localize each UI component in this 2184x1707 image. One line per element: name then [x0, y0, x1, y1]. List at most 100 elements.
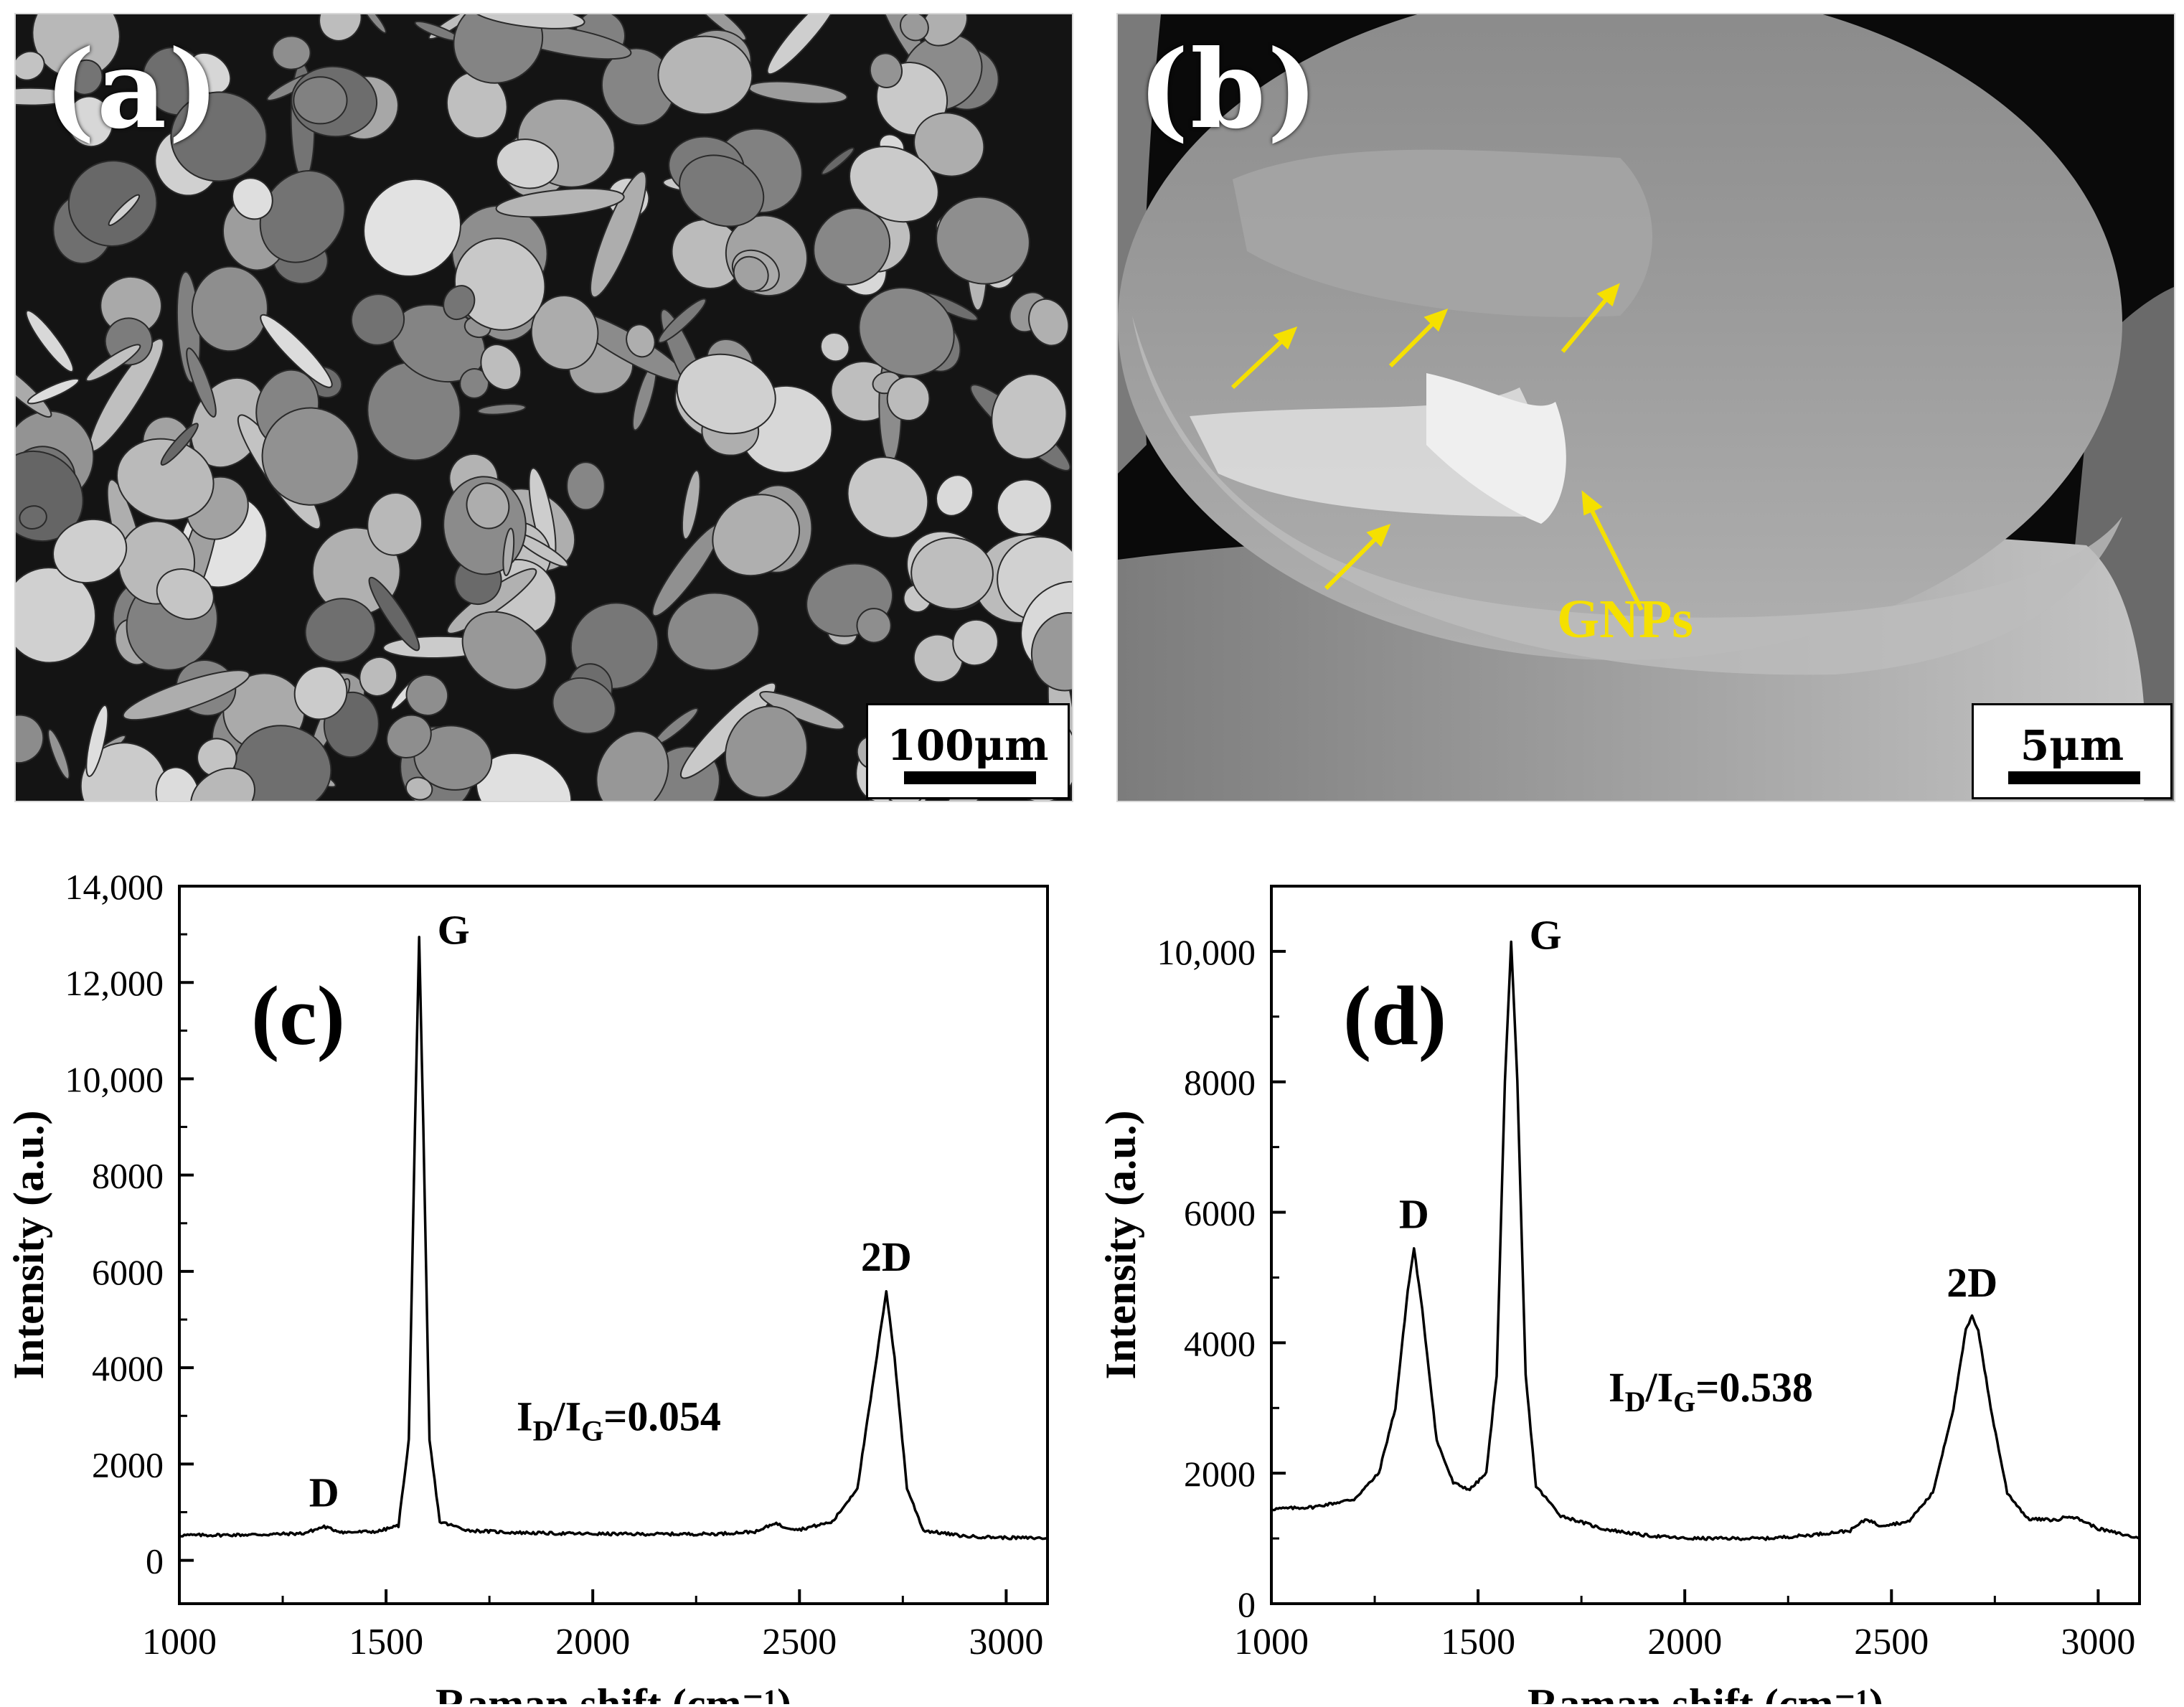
flake: [350, 293, 405, 346]
flake: [187, 52, 232, 95]
flake: [363, 178, 461, 277]
flake: [108, 194, 141, 227]
gnp-region-upper: [1233, 149, 1652, 317]
flake: [293, 76, 348, 125]
x-tick-label: 3000: [969, 1622, 1043, 1663]
flake: [160, 423, 199, 466]
flake: [724, 705, 808, 799]
flake: [681, 469, 701, 540]
peak-label-g: G: [1530, 911, 1562, 958]
flake: [67, 160, 158, 247]
panel-label-b: (b): [1138, 27, 1319, 153]
flake: [502, 527, 515, 577]
scale-line-a: [904, 771, 1036, 784]
flake: [679, 154, 765, 227]
scale-label-b: 5μm: [2020, 721, 2124, 770]
flake: [667, 592, 760, 671]
flake: [122, 669, 250, 721]
gnp-highlight: [1426, 373, 1566, 524]
disc-edge: [1132, 316, 2122, 675]
y-tick-label: 14,000: [65, 867, 164, 907]
x-tick-label: 3000: [2061, 1622, 2135, 1663]
scale-bar-a: 100μm: [866, 703, 1070, 799]
flake: [496, 138, 559, 189]
x-tick-label: 2500: [1854, 1622, 1929, 1663]
flake: [16, 567, 97, 664]
sem-image-b: (b) GNPs 5μm: [1116, 13, 2175, 802]
flake: [712, 494, 801, 577]
flake: [319, 14, 362, 42]
flake: [869, 52, 903, 89]
flake: [472, 14, 585, 29]
flake: [921, 14, 968, 47]
flake: [19, 505, 47, 530]
flake: [359, 657, 398, 697]
scale-bar-b: 5μm: [1972, 703, 2173, 799]
scale-line-b: [2008, 771, 2140, 784]
ratio-annotation: ID/IG=0.538: [1609, 1364, 1813, 1418]
flake: [477, 403, 527, 415]
y-tick-label: 12,000: [65, 963, 164, 1003]
flake: [271, 35, 311, 70]
flake: [856, 608, 892, 644]
flake: [16, 714, 44, 764]
flake: [766, 14, 839, 75]
y-tick-label: 2000: [92, 1444, 164, 1485]
flake: [461, 611, 547, 690]
flake: [405, 776, 433, 801]
flake: [495, 187, 625, 218]
flake: [821, 147, 855, 176]
raman-chart-d: 1000 1500 2000 2500 3000 0 2000 4000 6000 8000 10,…: [1092, 825, 2184, 1707]
gnps-annotation: GNPs: [1557, 589, 1693, 649]
flake: [813, 207, 891, 286]
flake: [16, 50, 45, 81]
y-tick-label: 10,000: [1157, 932, 1256, 972]
flake: [191, 265, 268, 352]
plot-frame: [178, 885, 1049, 1605]
peak-label-d: D: [1399, 1191, 1429, 1238]
scale-label-a: 100μm: [887, 721, 1049, 770]
x-axis-label: Raman shift (cm⁻¹): [1528, 1680, 1883, 1704]
flake: [304, 598, 377, 663]
panel-label-c: (c): [251, 969, 345, 1063]
flake: [847, 456, 929, 539]
x-tick-label: 1000: [1234, 1622, 1309, 1663]
flake: [85, 704, 109, 777]
x-tick-label: 1500: [1441, 1622, 1515, 1663]
flake: [626, 324, 656, 358]
flake: [566, 461, 606, 511]
flake: [368, 576, 420, 652]
flake: [459, 368, 489, 399]
flake: [67, 59, 103, 95]
flake: [52, 518, 128, 584]
y-tick-label: 4000: [92, 1348, 164, 1388]
y-tick-label: 10,000: [65, 1059, 164, 1099]
y-tick-label: 6000: [92, 1252, 164, 1292]
sem-image-a: (a) 100μm: [14, 13, 1073, 802]
flake: [657, 35, 753, 116]
flake: [260, 314, 333, 388]
flake: [913, 634, 964, 683]
flake: [899, 14, 929, 42]
y-axis-label: Intensity (a.u.): [1097, 1110, 1144, 1379]
y-tick-label: 8000: [1184, 1063, 1256, 1103]
flake: [590, 171, 647, 298]
peak-label-d: D: [309, 1469, 339, 1516]
flake: [361, 14, 387, 34]
flake: [748, 80, 848, 105]
flake: [156, 568, 215, 620]
flake: [1028, 298, 1070, 347]
y-tick-label: 0: [1238, 1584, 1256, 1624]
x-tick-label: 2000: [1647, 1622, 1722, 1663]
flake: [886, 376, 931, 421]
x-axis-label: Raman shift (cm⁻¹): [436, 1680, 791, 1704]
flake: [293, 665, 348, 720]
flake: [189, 767, 255, 801]
flake: [66, 95, 114, 148]
flake: [819, 331, 850, 362]
flake: [1030, 612, 1072, 692]
flake: [466, 482, 510, 530]
flake: [480, 344, 522, 391]
chart-c-svg: 1000 1500 2000 2500 3000 0 2000 4000 6000 8000 10,…: [5, 867, 1049, 1707]
y-tick-label: 0: [146, 1541, 164, 1581]
